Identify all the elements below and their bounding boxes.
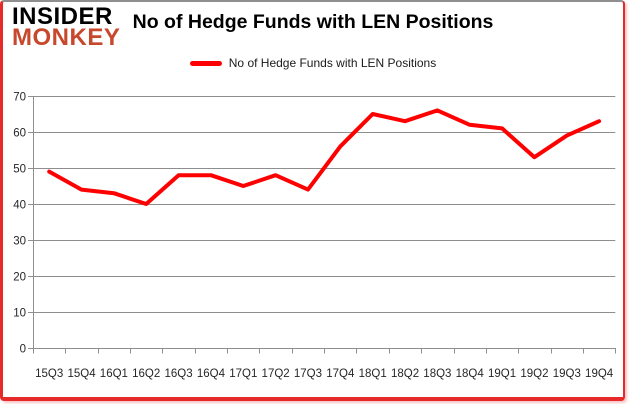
x-tick-label: 18Q1 bbox=[359, 368, 387, 380]
logo-insider-text: INSIDER bbox=[12, 3, 113, 30]
x-tick-label: 17Q1 bbox=[229, 368, 257, 380]
x-tick-label: 16Q3 bbox=[165, 368, 193, 380]
y-tick-label: 50 bbox=[13, 164, 26, 176]
x-tick-label: 19Q4 bbox=[585, 368, 614, 380]
series-line bbox=[47, 108, 602, 206]
x-tick-label: 19Q3 bbox=[553, 368, 581, 380]
x-tick-label: 17Q3 bbox=[294, 368, 322, 380]
insider-monkey-chart-card: INSIDER MONKEY No of Hedge Funds with LE… bbox=[0, 0, 625, 401]
x-tick-label: 16Q1 bbox=[100, 368, 128, 380]
insider-monkey-logo: INSIDER MONKEY bbox=[12, 3, 121, 51]
chart-title: No of Hedge Funds with LEN Positions bbox=[132, 11, 494, 33]
x-tick-label: 18Q2 bbox=[391, 368, 419, 380]
x-tick-label: 19Q1 bbox=[488, 368, 516, 380]
x-tick-label: 19Q2 bbox=[520, 368, 548, 380]
x-tick-label: 18Q3 bbox=[423, 368, 451, 380]
x-tick-label: 16Q4 bbox=[197, 368, 226, 380]
x-tick-label: 16Q2 bbox=[132, 368, 160, 380]
x-tick-label: 18Q4 bbox=[456, 368, 485, 380]
y-tick-label: 70 bbox=[13, 92, 26, 104]
x-tick-label: 15Q3 bbox=[35, 368, 63, 380]
legend-label: No of Hedge Funds with LEN Positions bbox=[228, 56, 437, 70]
y-tick-label: 60 bbox=[13, 128, 26, 140]
y-tick-label: 20 bbox=[13, 272, 26, 284]
chart-legend: No of Hedge Funds with LEN Positions bbox=[3, 55, 623, 71]
x-tick-label: 15Q4 bbox=[67, 368, 96, 380]
logo-monkey-text: MONKEY bbox=[12, 23, 121, 51]
y-tick-label: 10 bbox=[13, 308, 26, 320]
y-tick-label: 40 bbox=[13, 200, 26, 212]
y-tick-label: 0 bbox=[20, 344, 26, 356]
y-tick-label: 30 bbox=[13, 236, 26, 248]
x-tick-label: 17Q2 bbox=[262, 368, 290, 380]
legend-line-swatch bbox=[189, 60, 222, 66]
x-tick-label: 17Q4 bbox=[326, 368, 355, 380]
